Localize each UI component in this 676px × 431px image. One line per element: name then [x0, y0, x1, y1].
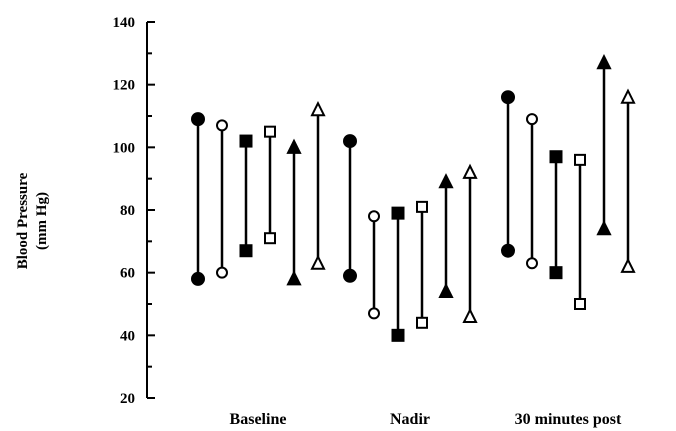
y-axis-label-line-1: Blood Pressure	[15, 172, 31, 269]
y-tick-label: 120	[113, 78, 136, 94]
data-point-open-triangle	[462, 307, 478, 324]
data-point-open-triangle	[310, 254, 326, 270]
data-point-filled-triangle	[286, 138, 302, 154]
series-filled-circle	[191, 90, 515, 286]
data-point-open-circle	[216, 119, 228, 132]
data-point-open-circle	[368, 210, 380, 223]
series-filled-triangle	[286, 53, 612, 298]
data-point-open-triangle	[310, 100, 326, 117]
data-point-filled-square	[549, 266, 563, 280]
data-point-filled-square	[391, 206, 405, 220]
data-point-filled-triangle	[438, 173, 454, 189]
data-point-filled-circle	[343, 268, 357, 283]
x-category-label: 30 minutes post	[515, 411, 622, 428]
data-point-open-triangle	[620, 88, 636, 104]
data-point-filled-square	[549, 150, 563, 164]
series-layer	[191, 53, 636, 342]
data-point-filled-square	[239, 244, 253, 258]
data-point-open-circle	[368, 307, 380, 320]
axes: 20 40 60 80 100 120 140 Baseline Nadir 30 minutes…	[113, 15, 623, 428]
data-point-filled-circle	[501, 243, 515, 258]
series-open-square	[264, 125, 586, 329]
data-point-open-square	[264, 232, 276, 245]
y-tick-label: 140	[113, 15, 136, 31]
y-tick-label: 80	[120, 203, 135, 219]
data-point-open-square	[416, 200, 428, 213]
data-point-filled-circle	[191, 271, 205, 286]
data-point-filled-square	[239, 134, 253, 148]
y-tick-label: 100	[113, 140, 136, 156]
data-point-filled-triangle	[596, 53, 612, 70]
y-tick-label: 20	[120, 391, 135, 407]
data-point-filled-triangle	[596, 220, 612, 236]
y-tick-label: 60	[120, 266, 135, 282]
series-filled-square	[239, 134, 563, 342]
x-category-label: Baseline	[230, 411, 287, 428]
y-axis-label-line-2: (mm Hg)	[34, 192, 50, 250]
data-point-open-circle	[526, 113, 538, 126]
data-point-open-circle	[216, 266, 228, 279]
series-open-circle	[216, 113, 538, 320]
data-point-filled-square	[391, 328, 405, 342]
data-point-filled-triangle	[286, 270, 302, 286]
series-open-triangle	[310, 88, 636, 324]
data-point-filled-circle	[343, 134, 357, 149]
data-point-open-circle	[526, 257, 538, 270]
data-point-filled-triangle	[438, 282, 454, 298]
data-point-open-square	[264, 125, 276, 138]
data-point-open-square	[574, 298, 586, 310]
data-point-open-triangle	[462, 163, 478, 179]
data-point-filled-circle	[191, 112, 205, 127]
data-point-filled-circle	[501, 90, 515, 105]
y-tick-label: 40	[120, 328, 135, 344]
x-category-label: Nadir	[390, 411, 430, 428]
data-point-open-triangle	[620, 257, 636, 273]
data-point-open-square	[574, 153, 586, 166]
data-point-open-square	[416, 316, 428, 329]
